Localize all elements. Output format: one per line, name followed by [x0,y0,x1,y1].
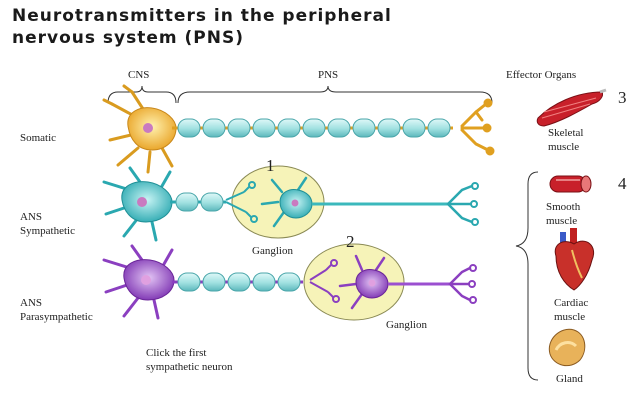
myelin-segment [352,118,376,138]
myelin-segment [177,118,201,138]
myelin-segment [377,118,401,138]
cardiac-muscle-label-line2: muscle [554,311,586,323]
smooth-muscle-icon [549,175,592,193]
myelin-segment [175,192,199,212]
effector-organs-label: Effector Organs [506,69,577,81]
ans-sympathetic-label-line1: ANS [20,211,43,223]
sympathetic-preganglionic-axon [170,192,226,212]
ganglion-2-label: Ganglion [386,319,427,331]
myelin-segment [202,272,226,292]
gland-icon [548,328,586,367]
smooth-muscle-label-line2: muscle [546,215,578,227]
somatic-axon-terminal [460,98,495,156]
myelin-segment [227,118,251,138]
myelin-segment [227,272,251,292]
myelin-segment [252,272,276,292]
effector-brace [515,171,539,381]
instruction-line1: Click the first [146,347,207,359]
myelin-segment [200,192,224,212]
myelin-segment [252,118,276,138]
myelin-segment [302,118,326,138]
myelin-segment [177,272,201,292]
cns-label: CNS [128,69,150,81]
somatic-neuron [102,84,177,174]
skeletal-muscle-label-line2: muscle [548,141,580,153]
gland-label: Gland [556,373,583,385]
skeletal-muscle-icon [536,88,607,127]
cns-bracket [107,85,177,104]
cardiac-muscle-label-line1: Cardiac [554,297,589,309]
page-subtitle: nervous system (PNS) [12,28,244,48]
pns-label: PNS [318,69,339,81]
smooth-muscle-label-line1: Smooth [546,201,581,213]
marker-4: 4 [618,174,627,193]
instruction-line2: sympathetic neuron [146,361,233,373]
ganglion-2 [303,243,477,321]
myelin-segment [277,118,301,138]
somatic-axon [172,118,453,138]
ganglion-1-label: Ganglion [252,245,293,257]
ganglion-1 [225,165,479,239]
parasympathetic-preganglionic-axon [172,272,303,292]
marker-3: 3 [618,88,627,107]
somatic-label: Somatic [20,132,57,144]
myelin-segment [202,118,226,138]
sympathetic-neuron-1[interactable] [102,166,173,242]
myelin-segment [277,272,301,292]
myelin-segment [427,118,451,138]
ans-parasympathetic-label-line1: ANS [20,297,43,309]
marker-2: 2 [346,232,355,251]
ans-parasympathetic-label-line2: Parasympathetic [20,311,93,323]
page-title: Neurotransmitters in the peripheral [12,6,392,26]
skeletal-muscle-label-line1: Skeletal [548,127,584,139]
ans-sympathetic-label-line2: Sympathetic [20,225,75,237]
myelin-segment [327,118,351,138]
pns-bracket [177,85,493,104]
parasympathetic-neuron-1 [102,244,175,320]
heart-icon [554,228,594,291]
myelin-segment [402,118,426,138]
marker-1: 1 [266,156,275,175]
